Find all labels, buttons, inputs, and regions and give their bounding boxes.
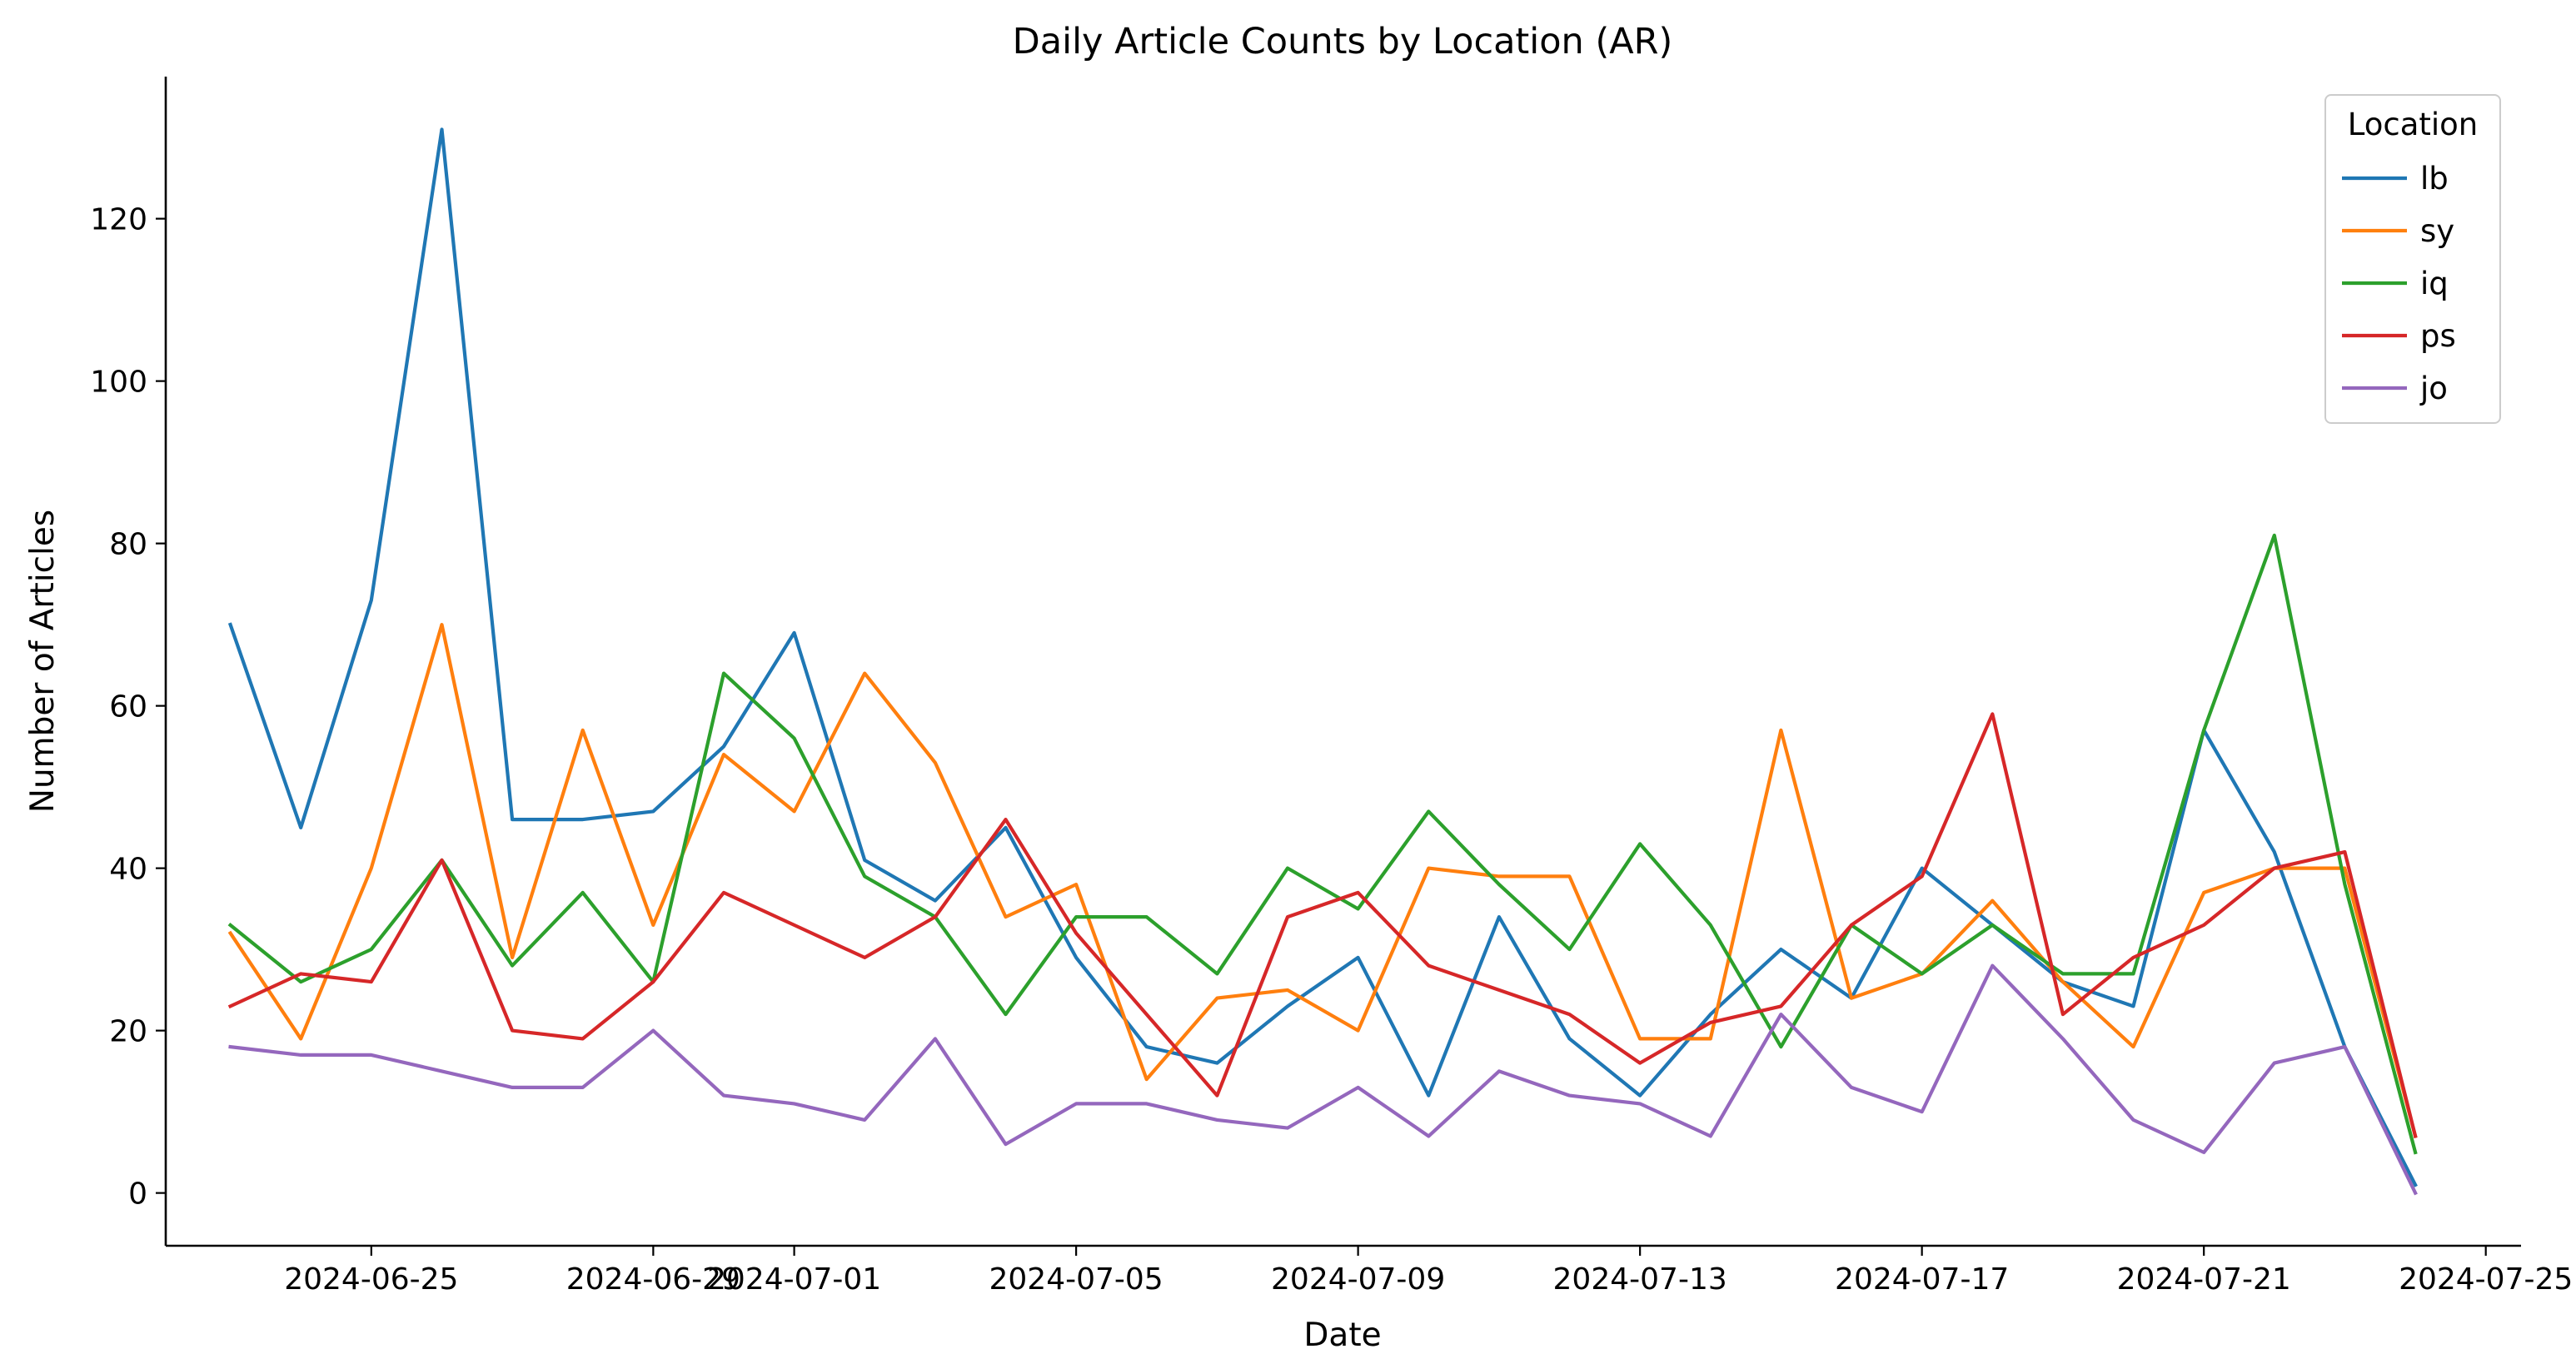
plot-area xyxy=(227,127,2418,1196)
y-tick-label: 100 xyxy=(90,366,147,400)
x-tick-label: 2024-07-17 xyxy=(1835,1262,2009,1297)
legend-label-sy: sy xyxy=(2420,213,2454,249)
axes xyxy=(164,77,2521,1247)
x-tick-label: 2024-07-25 xyxy=(2399,1262,2573,1297)
x-tick-label: 2024-06-25 xyxy=(284,1262,458,1297)
x-axis-title: Date xyxy=(1303,1317,1381,1354)
legend-box xyxy=(2324,94,2501,424)
x-tick-label: 2024-06-29 xyxy=(566,1262,740,1297)
series-line-ps xyxy=(227,712,2418,1138)
x-tick-label: 2024-07-13 xyxy=(1553,1262,1727,1297)
y-tick-label: 60 xyxy=(109,690,147,724)
series-line-lb xyxy=(227,127,2418,1187)
series-line-sy xyxy=(227,622,2418,1138)
y-tick-label: 20 xyxy=(109,1015,147,1049)
x-tick-label: 2024-07-21 xyxy=(2117,1262,2291,1297)
y-tick-label: 120 xyxy=(90,203,147,237)
y-ticks: 0 20 40 60 80 100 120 xyxy=(90,203,166,1212)
legend-label-jo: jo xyxy=(2419,371,2448,406)
legend-label-ps: ps xyxy=(2420,318,2456,354)
series-line-jo xyxy=(228,963,2418,1196)
legend-label-lb: lb xyxy=(2420,161,2449,197)
legend: Location lb sy iq ps jo xyxy=(2324,94,2501,424)
x-tick-label: 2024-07-01 xyxy=(707,1262,881,1297)
y-axis-title: Number of Articles xyxy=(24,510,62,813)
chart-title: Daily Article Counts by Location (AR) xyxy=(1013,21,1673,62)
y-tick-label: 40 xyxy=(109,853,147,887)
legend-title: Location xyxy=(2348,107,2479,142)
legend-label-iq: iq xyxy=(2420,266,2449,301)
x-tick-label: 2024-07-09 xyxy=(1271,1262,1445,1297)
y-tick-label: 0 xyxy=(128,1177,147,1212)
y-tick-label: 80 xyxy=(109,528,147,562)
x-tick-label: 2024-07-05 xyxy=(989,1262,1163,1297)
series-line-iq xyxy=(227,533,2418,1155)
